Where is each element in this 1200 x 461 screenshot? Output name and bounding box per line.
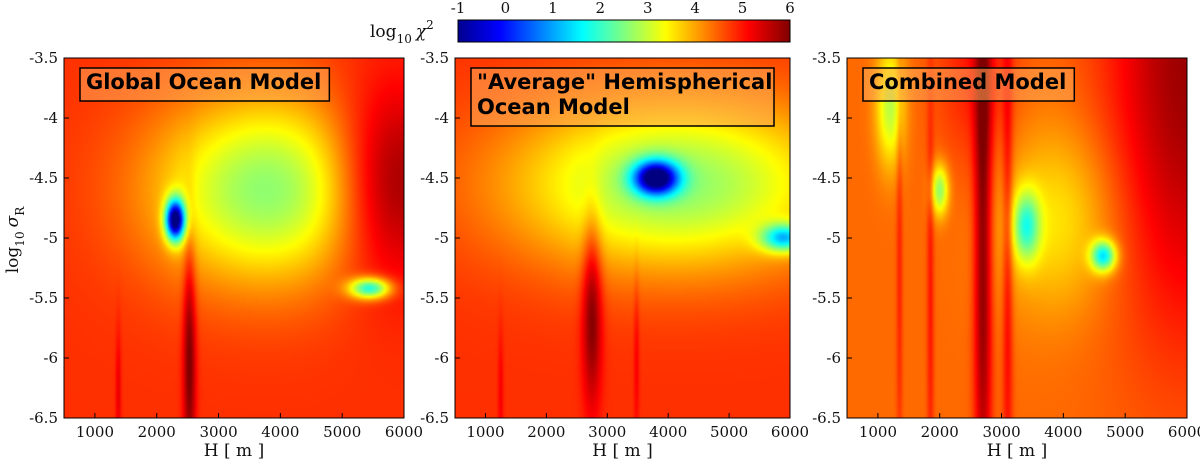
colorbar-gradient: [457, 19, 791, 43]
x-axis-label: H [ m ]: [987, 441, 1047, 461]
panel-title-line: Combined Model: [869, 70, 1066, 94]
panel-average-hemispherical-ocean-model: 1000 2000 3000 4000 5000 6000 -3.5 -4 -4.5 -5 -5.5…: [420, 49, 809, 461]
x-tick-label: 3000: [982, 423, 1020, 441]
y-tick-label: -6: [826, 349, 841, 367]
y-tick-label: -4.5: [812, 169, 841, 187]
panel-title-line: "Average" Hemispherical: [477, 70, 772, 94]
y-tick-label: -5.5: [420, 289, 449, 307]
y-tick-label: -5.5: [29, 289, 58, 307]
y-tick-label: -6.5: [812, 409, 841, 427]
x-tick-label: 6000: [771, 423, 809, 441]
x-tick-label: 4000: [261, 423, 299, 441]
x-tick-label: 2000: [527, 423, 565, 441]
panel-title-frame: [862, 67, 1076, 102]
x-tick-label: 2000: [138, 423, 176, 441]
x-tick-label: 6000: [385, 423, 423, 441]
panel-title-line: Ocean Model: [477, 95, 630, 119]
colorbar-tick-label: 1: [548, 0, 558, 17]
colorbar-tick-label: 6: [785, 0, 795, 17]
y-tick-label: -5.5: [812, 289, 841, 307]
panel-title-frame: [79, 67, 331, 102]
x-tick-label: 1000: [76, 423, 114, 441]
heatmap-image: [64, 58, 404, 418]
x-tick-label: 6000: [1168, 423, 1200, 441]
y-tick-label: -6.5: [29, 409, 58, 427]
panel-title-box: Global Ocean Model: [79, 67, 331, 102]
y-tick-label: -4: [434, 109, 449, 127]
x-tick-label: 2000: [921, 423, 959, 441]
y-tick-label: -4: [826, 109, 841, 127]
y-tick-label: -3.5: [812, 49, 841, 67]
y-tick-label: -4.5: [420, 169, 449, 187]
y-tick-label: -5: [434, 229, 449, 247]
x-axis-label: H [ m ]: [592, 441, 652, 461]
colorbar-tick-label: -1: [451, 0, 466, 17]
y-tick-label: -4.5: [29, 169, 58, 187]
colorbar-ticks: -1 0 1 2 3 4 5 6: [451, 0, 795, 17]
x-tick-label: 3000: [588, 423, 626, 441]
colorbar: log10 χ2 -1 0 1 2 3 4 5 6: [370, 0, 795, 46]
x-tick-label: 5000: [710, 423, 748, 441]
panel-combined-model: 1000 2000 3000 4000 5000 6000 -3.5 -4 -4.5 -5 -5.5…: [812, 49, 1200, 461]
panel-title-box: Combined Model: [862, 67, 1076, 102]
y-tick-label: -6.5: [420, 409, 449, 427]
panel-title-line: Global Ocean Model: [86, 70, 321, 94]
panel-global-ocean-model: 1000 2000 3000 4000 5000 6000 -3.5 -4 -4.5 -5 -5.5…: [29, 49, 423, 461]
colorbar-tick-label: 2: [596, 0, 606, 17]
y-tick-label: -3.5: [420, 49, 449, 67]
heatmap-image: [847, 58, 1187, 418]
y-tick-label: -3.5: [29, 49, 58, 67]
y-axis-label: log10σR: [3, 206, 27, 273]
colorbar-tick-label: 3: [643, 0, 653, 17]
x-tick-label: 4000: [1044, 423, 1082, 441]
y-tick-label: -5: [43, 229, 58, 247]
x-axis-label: H [ m ]: [204, 441, 264, 461]
colorbar-tick-label: 5: [738, 0, 748, 17]
colorbar-label: log10 χ2: [370, 18, 434, 46]
x-tick-label: 1000: [466, 423, 504, 441]
x-tick-label: 1000: [859, 423, 897, 441]
y-tick-label: -5: [826, 229, 841, 247]
colorbar-tick-label: 4: [690, 0, 700, 17]
x-tick-label: 5000: [323, 423, 361, 441]
x-tick-label: 4000: [649, 423, 687, 441]
y-tick-label: -4: [43, 109, 58, 127]
x-tick-label: 5000: [1106, 423, 1144, 441]
x-tick-label: 3000: [199, 423, 237, 441]
panel-title-frame: [470, 67, 775, 127]
colorbar-tick-label: 0: [501, 0, 511, 17]
y-tick-label: -6: [434, 349, 449, 367]
y-tick-label: -6: [43, 349, 58, 367]
